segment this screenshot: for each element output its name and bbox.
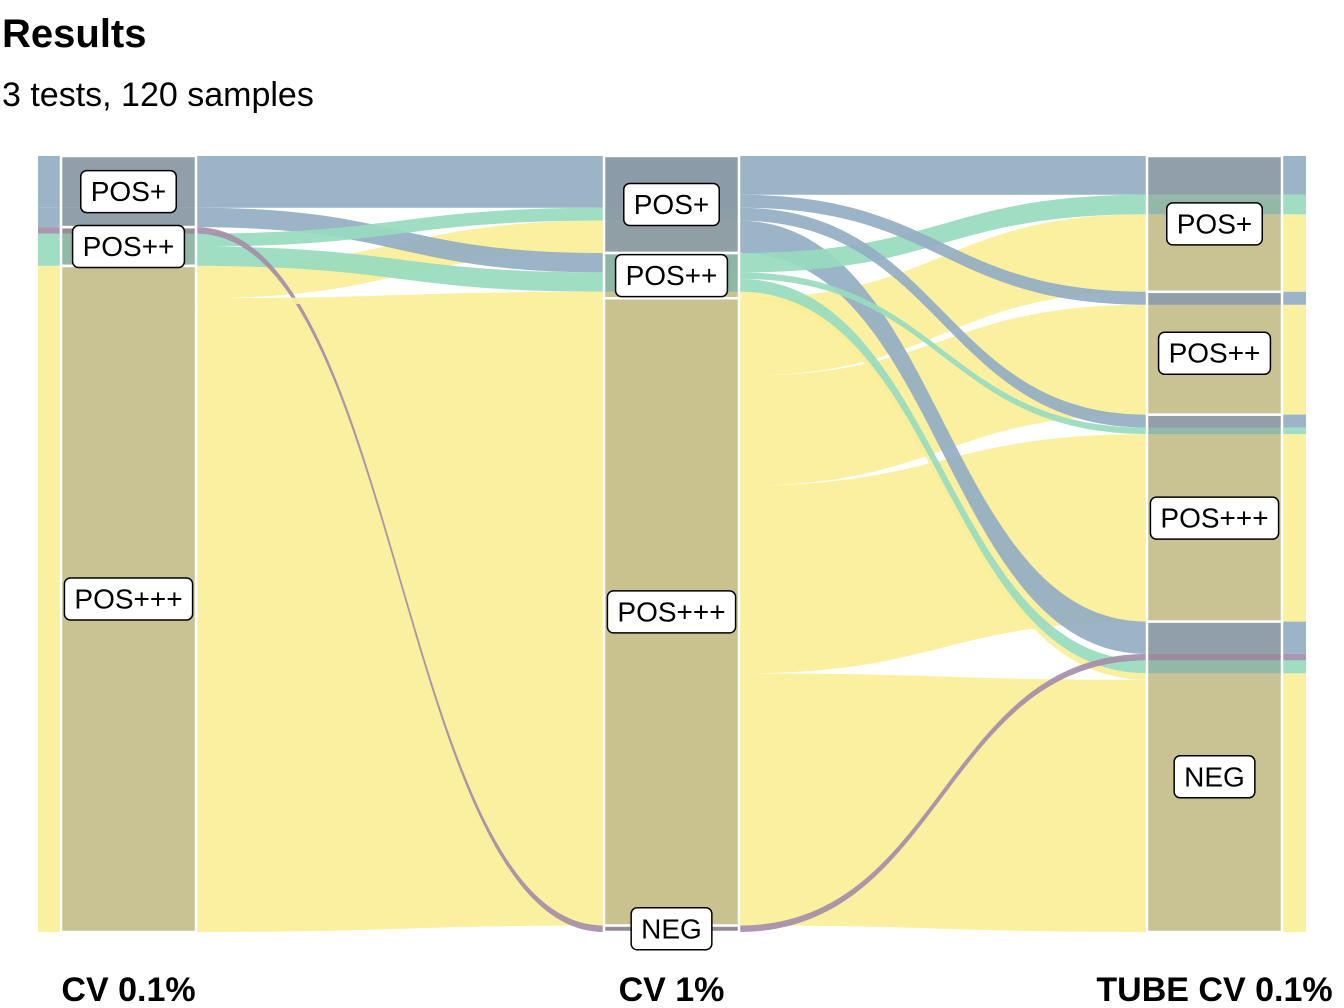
label-box (1173, 755, 1256, 799)
axis-label-3: TUBE CV 0.1% (1096, 971, 1332, 1008)
stratum-label-text: POS+ (91, 176, 166, 207)
stratum-label-text: NEG (641, 913, 702, 944)
flow-b-posppp-to-pospp-posppp (604, 304, 1306, 486)
label-box (1166, 202, 1263, 246)
stratum-label-2-pospp: POS++ (614, 253, 729, 298)
stratum-label-text: POS++ (83, 231, 175, 262)
stratum-label-text: POS++ (1169, 338, 1261, 369)
stratum-label-1-posppp: POS+++ (63, 577, 194, 621)
label-box (80, 169, 177, 214)
chart-subtitle: 3 tests, 120 samples (2, 76, 314, 114)
label-box (1149, 496, 1280, 540)
stratum-label-text: POS+++ (617, 596, 725, 627)
stratum-label-text: POS+++ (1160, 503, 1268, 534)
axis-label-1: CV 0.1% (61, 971, 195, 1008)
labels-layer: POS+ POS++ POS+++ POS+ POS++ POS+++ NEG POS+ POS… (63, 169, 1280, 951)
flow-b-pospp-to-posp-pospp (604, 194, 1306, 273)
flow-a-posppp-to-posppp-posppp (38, 298, 739, 932)
label-box (71, 224, 186, 269)
stratum-label-3-pospp: POS++ (1157, 331, 1272, 375)
label-box (63, 577, 194, 621)
label-box (623, 182, 720, 227)
stratum-label-1-posp: POS+ (80, 169, 177, 214)
flow-b-posppp-to-neg-posppp (604, 673, 1306, 932)
stratum-label-3-neg: NEG (1173, 755, 1256, 799)
axis-label-2: CV 1% (619, 971, 725, 1008)
label-box (1157, 331, 1272, 375)
label-box (630, 907, 713, 951)
stratum-label-1-pospp: POS++ (71, 224, 186, 269)
flow-a-pospp-to-posp-pospp (38, 207, 739, 247)
stratum-label-3-posp: POS+ (1166, 202, 1263, 246)
label-box (606, 590, 737, 634)
flows-layer (38, 156, 1306, 933)
flow-b-posppp-to-posp-posppp (604, 214, 1306, 376)
label-box (614, 253, 729, 298)
stratum-label-text: POS++ (626, 260, 718, 291)
stratum-label-2-posp: POS+ (623, 182, 720, 227)
stratum-label-text: POS+ (1177, 208, 1252, 239)
flow-a-posp-to-posp-posp (38, 156, 739, 208)
stratum-label-2-neg: NEG (630, 907, 713, 951)
flow-b-posp-to-pospp-posp (604, 194, 1306, 305)
axis-labels-layer: CV 0.1% CV 1% TUBE CV 0.1% (61, 971, 1332, 1008)
flow-b-posppp-to-posppp-posppp (604, 434, 1306, 674)
chart-title: Results (2, 12, 147, 56)
stratum-label-text: POS+++ (74, 583, 182, 614)
flow-a-posp-to-pospp-posp (38, 207, 739, 273)
stratum-label-text: POS+ (634, 189, 709, 220)
stratum-label-3-posppp: POS+++ (1149, 496, 1280, 540)
stratum-label-text: NEG (1184, 761, 1245, 792)
flow-b-posp-to-posp-posp (604, 156, 1306, 195)
flow-a-posppp-to-pospp-posppp (38, 291, 739, 305)
stratum-label-2-posppp: POS+++ (606, 590, 737, 634)
flow-a-pospp-to-pospp-pospp (38, 246, 739, 292)
